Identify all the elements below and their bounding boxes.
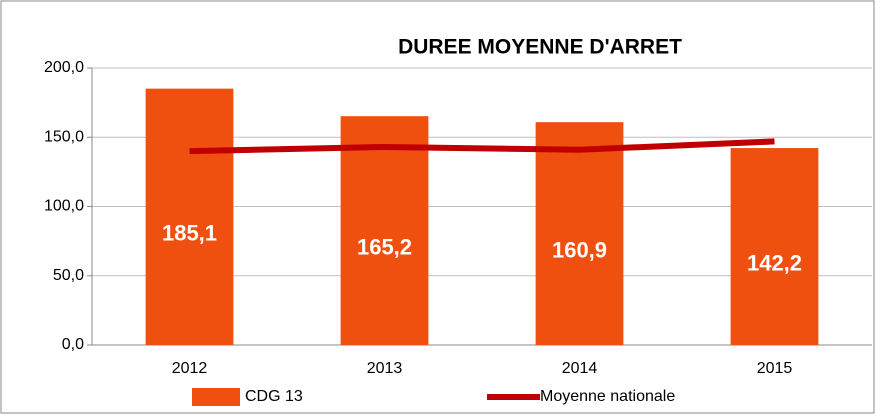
bar bbox=[145, 88, 234, 345]
data-label: 165,2 bbox=[357, 234, 412, 259]
legend-swatch bbox=[192, 388, 240, 406]
data-label: 142,2 bbox=[747, 250, 802, 275]
bar bbox=[535, 122, 624, 345]
x-tick-label: 2015 bbox=[757, 360, 793, 377]
y-tick-label: 100,0 bbox=[44, 198, 84, 215]
bar bbox=[730, 148, 819, 345]
y-tick-label: 150,0 bbox=[44, 128, 84, 145]
y-tick-label: 0,0 bbox=[62, 336, 84, 353]
y-tick-label: 200,0 bbox=[44, 59, 84, 76]
x-tick-label: 2013 bbox=[367, 360, 403, 377]
legend-label: Moyenne nationale bbox=[540, 388, 675, 405]
data-label: 160,9 bbox=[552, 237, 607, 262]
x-tick-label: 2012 bbox=[172, 360, 208, 377]
legend-label: CDG 13 bbox=[245, 388, 303, 405]
y-tick-label: 50,0 bbox=[53, 267, 84, 284]
bar bbox=[340, 116, 429, 345]
line bbox=[189, 138, 775, 155]
data-label: 185,1 bbox=[162, 221, 217, 246]
x-tick-label: 2014 bbox=[562, 360, 598, 377]
chart-title: DUREE MOYENNE D'ARRET bbox=[398, 36, 682, 59]
